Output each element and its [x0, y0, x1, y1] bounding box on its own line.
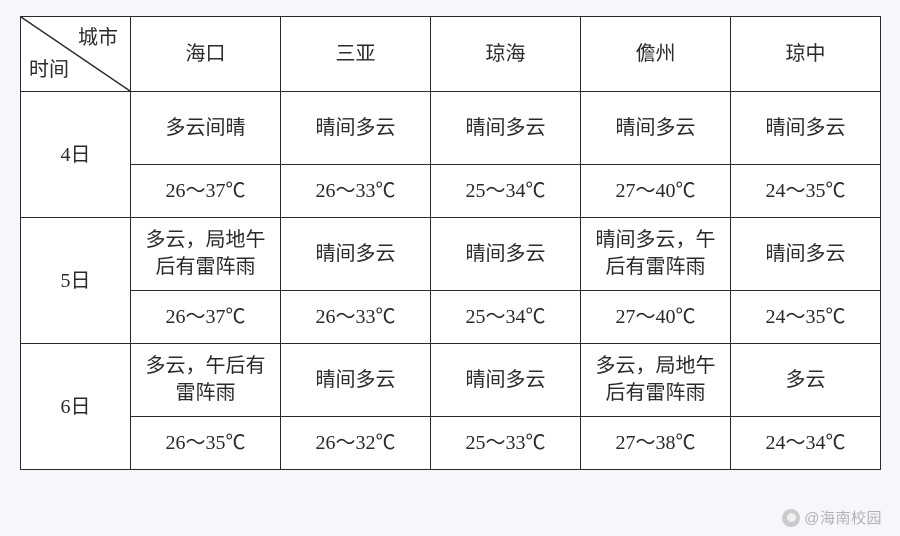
- corner-label-time: 时间: [29, 55, 69, 85]
- temp-cell: 25～34℃: [431, 291, 581, 344]
- weather-cell: 晴间多云: [731, 218, 881, 291]
- weather-cell: 晴间多云: [281, 344, 431, 417]
- watermark-text: @海南校园: [804, 507, 882, 528]
- date-cell: 4日: [21, 92, 131, 218]
- temp-cell: 24～34℃: [731, 417, 881, 470]
- temp-cell: 26～35℃: [131, 417, 281, 470]
- table-row: 26～37℃ 26～33℃ 25～34℃ 27～40℃ 24～35℃: [21, 165, 881, 218]
- temp-cell: 25～34℃: [431, 165, 581, 218]
- temp-cell: 26～33℃: [281, 291, 431, 344]
- weather-table-sheet: 城市 时间 海口 三亚 琼海 儋州 琼中 4日 多云间晴 晴间多云 晴间多云 晴…: [20, 16, 880, 470]
- date-cell: 5日: [21, 218, 131, 344]
- temp-cell: 27～40℃: [581, 291, 731, 344]
- city-header: 海口: [131, 17, 281, 92]
- weather-cell: 晴间多云: [281, 218, 431, 291]
- corner-cell: 城市 时间: [21, 17, 131, 92]
- weather-cell: 多云，午后有雷阵雨: [131, 344, 281, 417]
- temp-cell: 27～38℃: [581, 417, 731, 470]
- table-row: 26～37℃ 26～33℃ 25～34℃ 27～40℃ 24～35℃: [21, 291, 881, 344]
- table-row: 6日 多云，午后有雷阵雨 晴间多云 晴间多云 多云，局地午后有雷阵雨 多云: [21, 344, 881, 417]
- temp-cell: 26～37℃: [131, 165, 281, 218]
- weather-cell: 晴间多云: [581, 92, 731, 165]
- weather-cell: 晴间多云: [431, 92, 581, 165]
- temp-cell: 26～32℃: [281, 417, 431, 470]
- table-row: 26～35℃ 26～32℃ 25～33℃ 27～38℃ 24～34℃: [21, 417, 881, 470]
- city-header: 琼中: [731, 17, 881, 92]
- weather-cell: 晴间多云，午后有雷阵雨: [581, 218, 731, 291]
- weather-cell: 晴间多云: [281, 92, 431, 165]
- temp-cell: 24～35℃: [731, 165, 881, 218]
- temp-cell: 26～33℃: [281, 165, 431, 218]
- weather-cell: 多云间晴: [131, 92, 281, 165]
- corner-label-city: 城市: [78, 23, 118, 53]
- city-header: 三亚: [281, 17, 431, 92]
- weather-table: 城市 时间 海口 三亚 琼海 儋州 琼中 4日 多云间晴 晴间多云 晴间多云 晴…: [20, 16, 881, 470]
- table-row: 5日 多云，局地午后有雷阵雨 晴间多云 晴间多云 晴间多云，午后有雷阵雨 晴间多…: [21, 218, 881, 291]
- weather-cell: 多云，局地午后有雷阵雨: [581, 344, 731, 417]
- table-row: 4日 多云间晴 晴间多云 晴间多云 晴间多云 晴间多云: [21, 92, 881, 165]
- weather-cell: 晴间多云: [731, 92, 881, 165]
- weibo-icon: [782, 509, 800, 527]
- temp-cell: 25～33℃: [431, 417, 581, 470]
- weather-cell: 晴间多云: [431, 218, 581, 291]
- temp-cell: 26～37℃: [131, 291, 281, 344]
- date-cell: 6日: [21, 344, 131, 470]
- weather-cell: 多云，局地午后有雷阵雨: [131, 218, 281, 291]
- city-header: 儋州: [581, 17, 731, 92]
- weather-cell: 晴间多云: [431, 344, 581, 417]
- temp-cell: 27～40℃: [581, 165, 731, 218]
- weibo-watermark: @海南校园: [782, 507, 882, 528]
- city-header: 琼海: [431, 17, 581, 92]
- temp-cell: 24～35℃: [731, 291, 881, 344]
- weather-cell: 多云: [731, 344, 881, 417]
- header-row: 城市 时间 海口 三亚 琼海 儋州 琼中: [21, 17, 881, 92]
